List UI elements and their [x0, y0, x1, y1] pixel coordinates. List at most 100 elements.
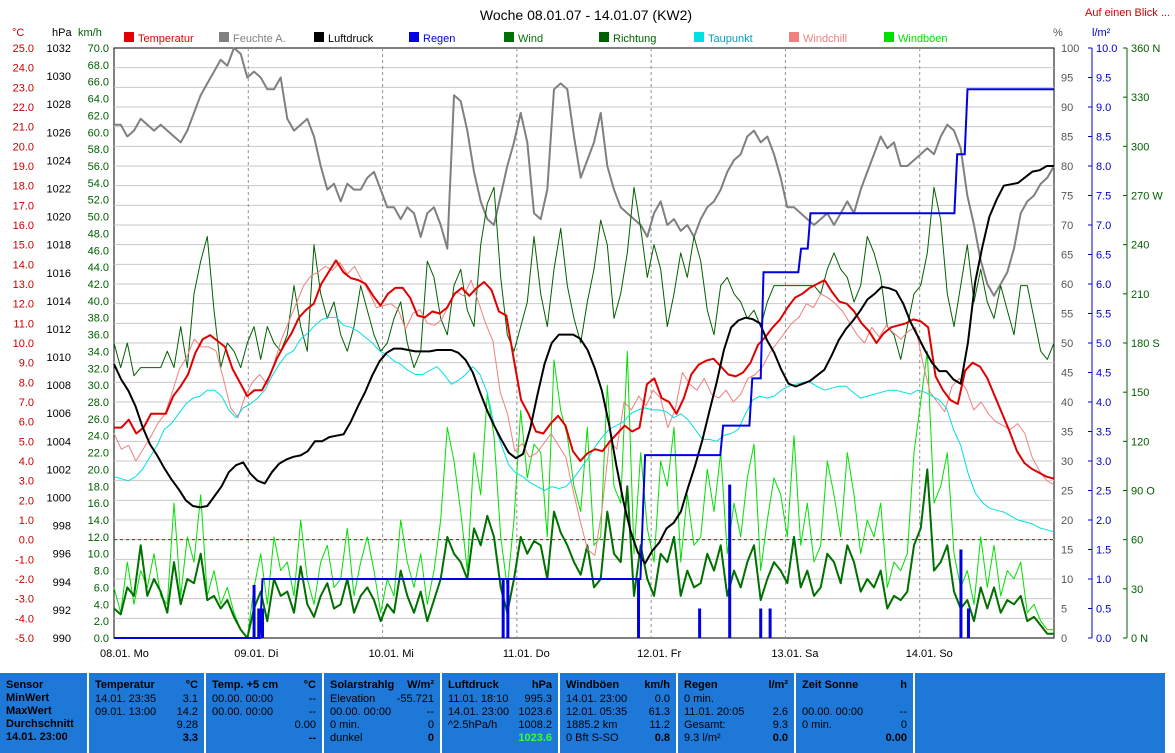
stats-panel-windb-en: Windböen km/h 14.01. 23:00 0.0 12.01. 05:35 6… [560, 673, 676, 753]
temperature-tick: 10.0 [13, 338, 34, 350]
label-current: 14.01. 23:00 [6, 731, 68, 743]
label-avg: Durchschnitt [6, 718, 74, 730]
temperature-tick: 18.0 [13, 181, 34, 193]
stats-cell-value: 9.28 [176, 719, 198, 731]
rain-tick: 7.0 [1096, 220, 1111, 232]
x-label-day: 13.01. Sa [771, 648, 819, 660]
wind-tick: 10.0 [88, 549, 109, 561]
stats-cell-label: 00.00. 00:00 [330, 706, 392, 718]
stats-cell-label: Gesamt: [684, 719, 726, 731]
rain-tick: 2.0 [1096, 515, 1111, 527]
stats-cell-value: 2.6 [772, 706, 788, 718]
stats-panel-unit: °C [303, 679, 316, 691]
legend-swatch [884, 32, 894, 42]
rain-tick: 4.0 [1096, 397, 1111, 409]
series-line-feuchte-a [114, 47, 1055, 297]
stats-cell-label: 11.01. 20:05 [684, 706, 745, 718]
legend-label: Temperatur [138, 33, 194, 45]
pressure-tick: 990 [53, 633, 71, 645]
humidity-tick: 100 [1061, 43, 1079, 55]
stats-cell-value: -- [899, 706, 907, 718]
temperature-tick: -5.0 [15, 633, 34, 645]
temperature-tick: 23.0 [13, 82, 34, 94]
stats-cell-value: 0.0 [772, 732, 788, 744]
temperature-tick: 6.0 [19, 417, 34, 429]
unit-hpa: hPa [52, 27, 72, 39]
legend-label: Richtung [613, 33, 656, 45]
rain-tick: 8.5 [1096, 132, 1111, 144]
stats-cell-label: 0 min. [684, 693, 714, 705]
rain-tick: 6.5 [1096, 250, 1111, 262]
series-line-temperatur [114, 259, 1055, 480]
stats-cell-label: 9.3 l/m² [684, 732, 721, 744]
wind-tick: 12.0 [88, 532, 109, 544]
direction-tick: 150 [1131, 387, 1149, 399]
overview-link[interactable]: Auf einen Blick ... [1085, 7, 1170, 19]
temperature-tick: 15.0 [13, 240, 34, 252]
temperature-tick: 14.0 [13, 259, 34, 271]
pressure-tick: 1004 [47, 436, 71, 448]
stats-cell-value: -- [426, 706, 434, 718]
wind-tick: 42.0 [88, 279, 109, 291]
wind-tick: 6.0 [94, 582, 109, 594]
temperature-tick: 25.0 [13, 43, 34, 55]
pressure-tick: 1002 [47, 464, 71, 476]
stats-cell-value: 61.3 [648, 706, 670, 718]
temperature-tick: 21.0 [13, 122, 34, 134]
series-line-windchill [113, 261, 1055, 556]
temperature-tick: -3.0 [15, 594, 34, 606]
stats-cell-value: 3.3 [182, 732, 198, 744]
humidity-tick: 45 [1061, 368, 1073, 380]
wind-axis: 70.0 68.0 66.0 64.0 62.0 60.0 58.0 56.0 54.0 52.0… [88, 43, 109, 645]
legend-swatch [694, 32, 704, 42]
rain-tick: 1.0 [1096, 574, 1111, 586]
stats-panel-unit: h [900, 679, 907, 691]
stats-cell-value: 0 [900, 719, 907, 731]
pressure-tick: 1030 [47, 71, 71, 83]
temperature-tick: 19.0 [13, 161, 34, 173]
wind-tick: 66.0 [88, 77, 109, 89]
wind-tick: 64.0 [88, 94, 109, 106]
humidity-tick: 15 [1061, 545, 1073, 557]
stats-panel-unit: l/m² [768, 679, 788, 691]
rain-tick: 5.0 [1096, 338, 1111, 350]
wind-tick: 62.0 [88, 110, 109, 122]
wind-tick: 8.0 [94, 566, 109, 578]
humidity-tick: 75 [1061, 191, 1073, 203]
stats-cell-value: 995.3 [524, 693, 552, 705]
x-label-day: 08.01. Mo [100, 648, 149, 660]
direction-tick: 360 N [1131, 43, 1160, 55]
temperature-tick: 2.0 [19, 495, 34, 507]
temperature-tick: 8.0 [19, 377, 34, 389]
series-line-luftdruck [113, 165, 1054, 565]
stats-cell-label: 1885.2 km [566, 719, 618, 731]
rain-tick: 4.5 [1096, 368, 1111, 380]
stats-cell-value: 0 [427, 719, 434, 731]
temperature-tick: 17.0 [13, 200, 34, 212]
wind-tick: 22.0 [88, 448, 109, 460]
humidity-tick: 85 [1061, 132, 1073, 144]
series-layer [113, 47, 1055, 639]
stats-cell-label: ^2.5hPa/h [448, 719, 498, 731]
wind-tick: 20.0 [88, 464, 109, 476]
humidity-tick: 20 [1061, 515, 1073, 527]
temperature-tick: -2.0 [15, 574, 34, 586]
temperature-tick: 11.0 [13, 318, 34, 330]
pressure-tick: 992 [53, 605, 71, 617]
stats-labels-panel: Sensor MinWert MaxWert Durchschnitt 14.0… [0, 673, 87, 753]
stats-cell-value: 11.2 [649, 719, 670, 731]
series-line-taupunkt [113, 316, 1055, 533]
temperature-tick: 5.0 [19, 436, 34, 448]
legend-label: Windböen [898, 33, 948, 45]
humidity-tick: 95 [1061, 73, 1073, 85]
pressure-tick: 1014 [47, 296, 71, 308]
legend-swatch [599, 32, 609, 42]
temperature-tick: 9.0 [19, 358, 34, 370]
humidity-tick: 80 [1061, 161, 1073, 173]
humidity-tick: 25 [1061, 486, 1073, 498]
stats-panel-title: Regen [684, 679, 718, 691]
stats-cell-label: 00.00. 00:00 [212, 706, 274, 718]
x-axis-labels: 08.01. Mo 09.01. Di 10.01. Mi 11.01. Do 12.0… [100, 648, 953, 660]
wind-tick: 0.0 [94, 633, 109, 645]
direction-tick: 90 O [1131, 486, 1155, 498]
